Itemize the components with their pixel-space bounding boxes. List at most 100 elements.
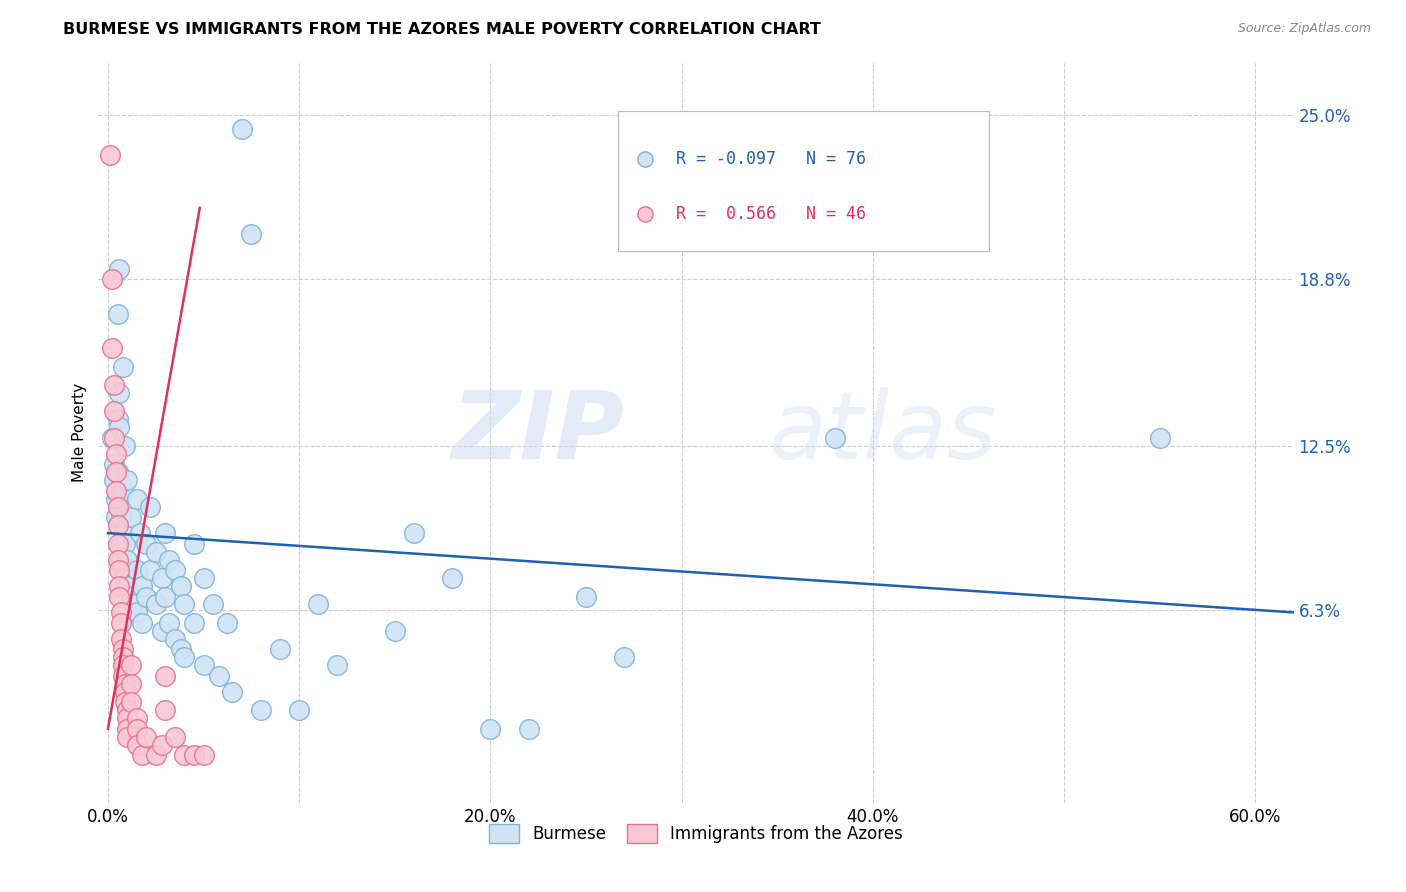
Point [150,738,173,752]
Point [517,722,540,736]
Point [115,722,138,736]
Point [441,571,464,585]
Point [121,598,143,612]
Point [155,590,177,604]
Point [824,431,846,445]
Point [240,227,263,242]
Point [125,491,148,506]
Point [163,563,186,577]
Point [131,615,153,630]
Point [208,669,231,683]
Point [110,552,132,566]
Point [202,598,225,612]
Point [221,685,243,699]
Point [112,642,135,657]
Point [103,473,125,487]
Point [183,748,205,763]
Text: R =  0.566   N = 46: R = 0.566 N = 46 [676,205,866,223]
Point [155,526,177,541]
Point [120,677,142,691]
Point [104,447,127,461]
Point [108,563,131,577]
Point [1149,431,1171,445]
Point [104,465,127,479]
Point [115,473,138,487]
Point [115,711,138,725]
Point [108,261,131,276]
Point [120,658,142,673]
Point [120,590,142,604]
Point [120,695,142,709]
Point [173,650,195,665]
Point [114,677,136,691]
Text: BURMESE VS IMMIGRANTS FROM THE AZORES MALE POVERTY CORRELATION CHART: BURMESE VS IMMIGRANTS FROM THE AZORES MA… [63,22,821,37]
Point [108,420,131,434]
Point [103,404,125,418]
Point [101,341,124,355]
Text: Source: ZipAtlas.com: Source: ZipAtlas.com [1237,22,1371,36]
Point [150,571,173,585]
Point [135,536,157,550]
Point [112,669,135,683]
Point [183,615,205,630]
Text: R = -0.097   N = 76: R = -0.097 N = 76 [676,150,866,168]
Point [131,579,153,593]
Legend: Burmese, Immigrants from the Azores: Burmese, Immigrants from the Azores [482,817,910,850]
Point [125,738,148,752]
Point [288,703,311,717]
Point [155,669,177,683]
Point [139,563,162,577]
Point [110,606,132,620]
Point [135,730,157,744]
Point [193,571,215,585]
FancyBboxPatch shape [619,111,988,252]
Point [479,722,502,736]
Point [402,526,425,541]
Point [384,624,406,638]
Point [112,483,135,498]
Point [114,695,136,709]
Point [169,579,191,593]
Point [173,598,195,612]
Point [110,510,132,524]
Point [110,615,132,630]
Text: atlas: atlas [768,387,995,478]
Point [107,483,129,498]
Point [326,658,349,673]
Y-axis label: Male Poverty: Male Poverty [72,383,87,483]
Point [575,590,598,604]
Point [115,579,138,593]
Point [231,121,253,136]
Point [131,748,153,763]
Point [107,518,129,533]
Point [107,307,129,321]
Point [103,458,125,472]
Point [163,632,186,646]
Point [114,439,136,453]
Point [115,703,138,717]
Point [110,632,132,646]
Point [110,536,132,550]
Point [215,615,238,630]
Point [157,615,180,630]
Point [157,552,180,566]
Point [269,642,291,657]
Point [101,431,124,445]
Point [104,483,127,498]
Point [169,642,191,657]
Point [107,465,129,479]
Point [183,536,205,550]
Point [193,658,215,673]
Point [145,598,167,612]
Point [163,730,186,744]
Point [108,579,131,593]
Text: ZIP: ZIP [451,386,624,479]
Point [125,563,148,577]
Point [112,563,135,577]
Point [129,526,152,541]
Point [112,526,135,541]
Point [107,552,129,566]
Point [107,500,129,514]
Point [135,590,157,604]
Point [145,748,167,763]
